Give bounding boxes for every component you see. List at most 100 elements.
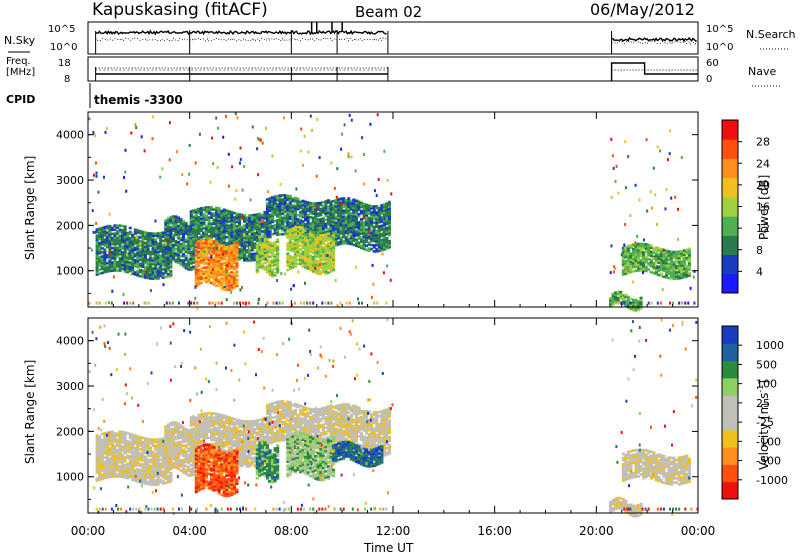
echo-cell — [380, 247, 384, 250]
echo-cell — [370, 205, 374, 208]
echo-cell — [344, 229, 348, 233]
echo-cell — [291, 224, 295, 227]
echo-cell — [339, 207, 343, 211]
echo-cell — [235, 278, 239, 281]
echo-cell — [309, 268, 313, 272]
echo-cell — [375, 248, 379, 251]
echo-cell — [644, 251, 648, 254]
echo-cell — [258, 243, 262, 247]
echo-cell — [652, 261, 656, 265]
echo-point — [94, 134, 96, 138]
echo-cell — [182, 471, 186, 474]
colorbar-tick-label: 16 — [756, 201, 770, 214]
echo-cell — [184, 226, 188, 229]
echo-point — [188, 143, 191, 147]
echo-cell — [319, 201, 323, 205]
echo-cell — [258, 237, 262, 241]
echo-cell — [621, 273, 625, 276]
echo-cell — [174, 429, 178, 433]
echo-cell — [118, 432, 122, 436]
echo-cell — [334, 223, 338, 227]
echo-cell — [273, 255, 277, 259]
echo-cell — [634, 245, 638, 248]
echo-cell — [286, 258, 290, 262]
echo-cell — [187, 233, 191, 236]
echo-cell — [95, 240, 99, 244]
echo-cell — [332, 220, 336, 223]
echo-cell — [621, 261, 625, 264]
echo-cell — [199, 281, 203, 285]
echo-cell — [184, 258, 188, 262]
echo-cell — [108, 459, 112, 462]
echo-cell — [118, 267, 122, 270]
echo-cell — [151, 240, 155, 244]
echo-cell — [164, 243, 168, 247]
colorbar-tick-label: 12 — [756, 222, 770, 235]
echo-cell — [232, 249, 236, 252]
echo-cell — [123, 268, 127, 271]
echo-cell — [215, 220, 219, 224]
echo-cell — [207, 256, 211, 259]
echo-cell — [222, 263, 226, 267]
echo-cell — [118, 442, 122, 446]
echo-cell — [365, 240, 369, 243]
echo-cell — [687, 257, 691, 261]
echo-cell — [255, 225, 259, 229]
echo-cell — [672, 254, 676, 258]
echo-cell — [649, 246, 653, 250]
echo-cell — [210, 224, 214, 228]
echo-cell — [332, 250, 336, 253]
echo-cell — [662, 265, 666, 268]
echo-cell — [362, 233, 366, 236]
echo-cell — [143, 478, 147, 481]
echo-cell — [217, 284, 221, 287]
echo-point — [88, 117, 91, 121]
echo-cell — [342, 217, 346, 221]
echo-cell — [299, 200, 303, 204]
echo-cell — [326, 217, 330, 221]
echo-cell — [649, 244, 653, 247]
echo-cell — [138, 470, 142, 474]
echo-cell — [199, 255, 203, 258]
echo-cell — [243, 220, 247, 223]
echo-cell — [301, 228, 305, 231]
echo-cell — [100, 473, 104, 477]
echo-cell — [182, 434, 186, 437]
echo-cell — [141, 477, 145, 481]
echo-cell — [177, 436, 181, 440]
echo-cell — [309, 229, 313, 233]
echo-cell — [268, 199, 272, 202]
echo-cell — [177, 228, 181, 232]
echo-cell — [110, 430, 114, 433]
echo-cell — [265, 222, 269, 226]
echo-cell — [357, 227, 361, 230]
echo-cell — [220, 248, 224, 252]
echo-cell — [324, 233, 328, 236]
echo-cell — [227, 280, 231, 283]
echo-cell — [177, 253, 181, 256]
echo-cell — [291, 199, 295, 203]
echo-cell — [169, 234, 173, 237]
echo-cell — [138, 440, 142, 443]
echo-cell — [639, 263, 643, 266]
echo-cell — [296, 248, 300, 251]
echo-cell — [131, 447, 135, 451]
echo-cell — [166, 441, 170, 445]
echo-cell — [288, 236, 292, 240]
echo-cell — [128, 230, 132, 234]
echo-cell — [319, 228, 323, 231]
echo-cell — [116, 261, 120, 264]
echo-point — [235, 189, 238, 192]
echo-cell — [665, 263, 669, 267]
echo-cell — [316, 253, 320, 257]
echo-point — [280, 272, 283, 276]
echo-cell — [387, 225, 391, 229]
echo-cell — [100, 257, 104, 260]
echo-cell — [118, 461, 122, 464]
echo-cell — [352, 229, 356, 232]
echo-cell — [177, 449, 181, 452]
echo-cell — [250, 248, 254, 252]
echo-cell — [225, 225, 229, 229]
echo-point — [362, 182, 365, 186]
echo-point — [354, 169, 357, 173]
